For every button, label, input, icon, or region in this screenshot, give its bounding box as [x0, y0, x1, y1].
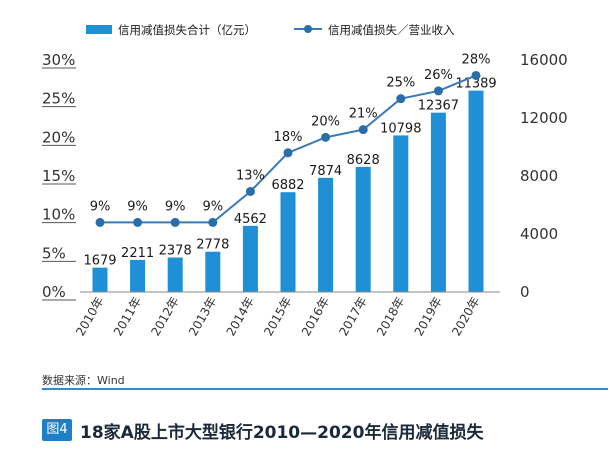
- bar: [280, 192, 296, 292]
- legend-line-label: 信用减值损失／营业收入: [328, 23, 455, 37]
- bar-value-label: 8628: [347, 153, 380, 168]
- line-value-label: 9%: [127, 199, 148, 214]
- left-axis-tick-label: 5%: [42, 244, 66, 262]
- bar-value-label: 12367: [418, 99, 459, 114]
- line-value-label: 25%: [386, 76, 415, 91]
- source-note: 数据来源：Wind: [42, 374, 125, 387]
- line-point: [283, 148, 293, 158]
- line-value-label: 9%: [165, 199, 186, 214]
- bar-value-label: 2778: [196, 238, 229, 253]
- x-tick-label: 2015年: [261, 295, 294, 339]
- bar-value-label: 1679: [83, 254, 116, 269]
- line-point: [245, 186, 255, 196]
- right-axis-tick-label: 4000: [520, 225, 558, 243]
- bar-value-label: 6882: [271, 178, 304, 193]
- legend-line-marker: [304, 25, 312, 33]
- bar: [242, 225, 258, 292]
- combo-chart: 信用减值损失合计（亿元） 信用减值损失／营业收入 0% 5% 10% 15% 20% 25%…: [42, 23, 568, 339]
- right-axis-tick-label: 16000: [520, 51, 568, 69]
- line-point: [133, 217, 143, 227]
- line-series: 9% 9% 9% 9% 13% 18% 20% 21% 25% 26% 28%: [90, 52, 491, 227]
- x-tick-label: 2018年: [374, 295, 407, 339]
- left-axis-tick-label: 10%: [42, 206, 75, 224]
- x-tick-label: 2020年: [449, 295, 482, 339]
- bar: [430, 112, 446, 292]
- left-axis-tick-label: 15%: [42, 167, 75, 185]
- line-point: [321, 132, 331, 142]
- line-value-label: 21%: [349, 107, 378, 122]
- legend-bar-swatch: [86, 25, 112, 34]
- bar: [92, 267, 108, 292]
- figure-badge: 图4: [42, 419, 72, 441]
- figure-title: 18家A股上市大型银行2010—2020年信用减值损失: [80, 423, 484, 443]
- left-axis: 0% 5% 10% 15% 20% 25% 30%: [42, 51, 76, 301]
- x-tick-label: 2017年: [336, 295, 369, 339]
- line-point: [433, 86, 443, 96]
- line-point: [358, 125, 368, 135]
- x-tick-label: 2019年: [412, 295, 445, 339]
- bar: [355, 166, 371, 292]
- bar: [393, 135, 409, 292]
- left-axis-tick-label: 25%: [42, 90, 75, 108]
- bar: [318, 177, 334, 292]
- line-value-label: 26%: [424, 68, 453, 83]
- line-point: [95, 217, 105, 227]
- x-tick-label: 2010年: [73, 295, 106, 339]
- x-tick-label: 2016年: [299, 295, 332, 339]
- x-tick-label: 2014年: [224, 295, 257, 339]
- left-axis-tick-label: 0%: [42, 283, 66, 301]
- bar: [205, 251, 221, 292]
- legend: 信用减值损失合计（亿元） 信用减值损失／营业收入: [86, 23, 455, 37]
- left-axis-tick-label: 30%: [42, 51, 75, 69]
- line-point: [208, 217, 218, 227]
- x-axis: 2010年 2011年 2012年 2013年 2014年 2015年 2016年 2017年…: [73, 291, 500, 339]
- line-value-label: 13%: [236, 168, 265, 183]
- bar-value-label: 10798: [380, 121, 421, 136]
- left-axis-tick-label: 20%: [42, 128, 75, 146]
- x-tick-label: 2013年: [186, 295, 219, 339]
- x-tick-label: 2011年: [111, 295, 144, 339]
- bar-series: 1679 2211 2378 2778 4562 6882 7874 8628 10798 123…: [83, 77, 497, 292]
- bar: [167, 257, 183, 292]
- line-value-label: 28%: [462, 52, 491, 67]
- line-point: [396, 94, 406, 104]
- bar-value-label: 4562: [234, 212, 267, 227]
- right-axis-tick-label: 8000: [520, 167, 558, 185]
- line-value-label: 18%: [274, 130, 303, 145]
- line-value-label: 20%: [311, 114, 340, 129]
- right-axis-tick-label: 12000: [520, 109, 568, 127]
- bar-value-label: 2211: [121, 246, 154, 261]
- right-axis-tick-label: 0: [520, 283, 530, 301]
- divider: [42, 388, 608, 390]
- bar-value-label: 2378: [159, 244, 192, 259]
- line-value-label: 9%: [202, 199, 223, 214]
- line-point: [170, 217, 180, 227]
- bar: [130, 259, 146, 292]
- x-tick-label: 2012年: [148, 295, 181, 339]
- line-value-label: 9%: [90, 199, 111, 214]
- line-point: [471, 70, 481, 80]
- right-axis: 0 4000 8000 12000 16000: [520, 51, 568, 301]
- bar: [468, 90, 484, 292]
- bar-value-label: 7874: [309, 164, 342, 179]
- legend-bar-label: 信用减值损失合计（亿元）: [118, 23, 256, 37]
